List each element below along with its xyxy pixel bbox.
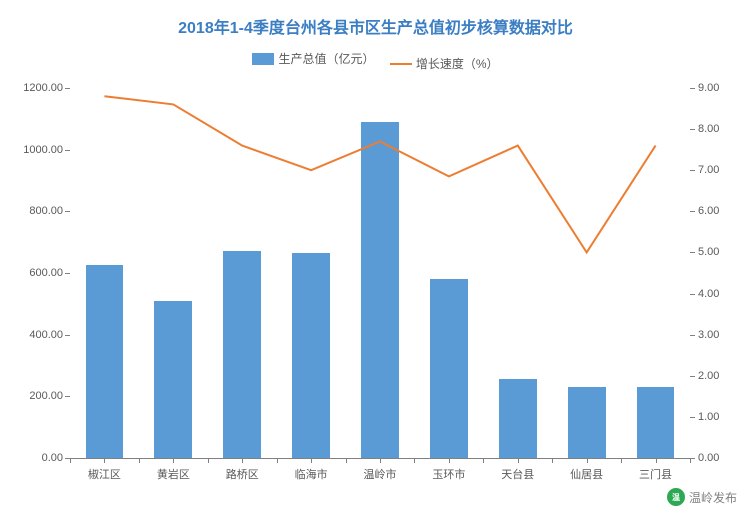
- x-boundary-tick: [552, 458, 553, 463]
- yright-tick: [690, 376, 695, 377]
- x-tick: [587, 458, 588, 463]
- yright-tick: [690, 294, 695, 295]
- legend-line-swatch: [390, 63, 412, 65]
- x-label: 天台县: [501, 466, 534, 482]
- legend-item-bar: 生产总值（亿元）: [252, 50, 374, 67]
- yleft-label: 200.00: [15, 390, 63, 402]
- yleft-label: 400.00: [15, 329, 63, 341]
- yright-tick: [690, 335, 695, 336]
- yright-label: 5.00: [698, 246, 746, 258]
- x-label: 温岭市: [364, 466, 397, 482]
- legend-bar-swatch: [252, 53, 274, 65]
- yleft-label: 800.00: [15, 205, 63, 217]
- yright-tick: [690, 417, 695, 418]
- x-label: 仙居县: [570, 466, 603, 482]
- yright-tick: [690, 170, 695, 171]
- yleft-label: 600.00: [15, 267, 63, 279]
- yright-tick: [690, 88, 695, 89]
- x-boundary-tick: [346, 458, 347, 463]
- x-label: 临海市: [295, 466, 328, 482]
- x-boundary-tick: [70, 458, 71, 463]
- x-label: 路桥区: [226, 466, 259, 482]
- x-tick: [380, 458, 381, 463]
- x-boundary-tick: [483, 458, 484, 463]
- yright-label: 0.00: [698, 452, 746, 464]
- growth-line: [70, 88, 690, 458]
- yright-label: 1.00: [698, 411, 746, 423]
- watermark: 温 温岭发布: [667, 488, 737, 506]
- x-label: 黄岩区: [157, 466, 190, 482]
- x-boundary-tick: [690, 458, 691, 463]
- yright-tick: [690, 211, 695, 212]
- x-label: 三门县: [639, 466, 672, 482]
- yright-label: 7.00: [698, 164, 746, 176]
- x-boundary-tick: [277, 458, 278, 463]
- plot-area: 0.00200.00400.00600.00800.001000.001200.…: [70, 88, 690, 458]
- yright-label: 9.00: [698, 82, 746, 94]
- x-tick: [173, 458, 174, 463]
- legend-line-label: 增长速度（%）: [416, 55, 499, 72]
- yright-tick: [690, 252, 695, 253]
- x-boundary-tick: [139, 458, 140, 463]
- x-boundary-tick: [414, 458, 415, 463]
- x-label: 椒江区: [88, 466, 121, 482]
- yleft-label: 1000.00: [15, 144, 63, 156]
- x-tick: [449, 458, 450, 463]
- chart-title: 2018年1-4季度台州各县市区生产总值初步核算数据对比: [0, 0, 751, 38]
- legend-item-line: 增长速度（%）: [390, 55, 499, 72]
- yright-label: 4.00: [698, 288, 746, 300]
- yright-label: 6.00: [698, 205, 746, 217]
- yright-label: 2.00: [698, 370, 746, 382]
- x-tick: [104, 458, 105, 463]
- watermark-text: 温岭发布: [689, 489, 737, 506]
- chart-legend: 生产总值（亿元） 增长速度（%）: [0, 50, 751, 72]
- x-label: 玉环市: [432, 466, 465, 482]
- x-boundary-tick: [208, 458, 209, 463]
- yleft-label: 0.00: [15, 452, 63, 464]
- yright-label: 3.00: [698, 329, 746, 341]
- chart-container: 2018年1-4季度台州各县市区生产总值初步核算数据对比 生产总值（亿元） 增长…: [0, 0, 751, 512]
- x-tick: [311, 458, 312, 463]
- legend-bar-label: 生产总值（亿元）: [278, 50, 374, 67]
- yright-tick: [690, 129, 695, 130]
- x-tick: [656, 458, 657, 463]
- x-boundary-tick: [621, 458, 622, 463]
- x-tick: [518, 458, 519, 463]
- yright-label: 8.00: [698, 123, 746, 135]
- x-tick: [242, 458, 243, 463]
- yleft-label: 1200.00: [15, 82, 63, 94]
- watermark-icon: 温: [667, 488, 685, 506]
